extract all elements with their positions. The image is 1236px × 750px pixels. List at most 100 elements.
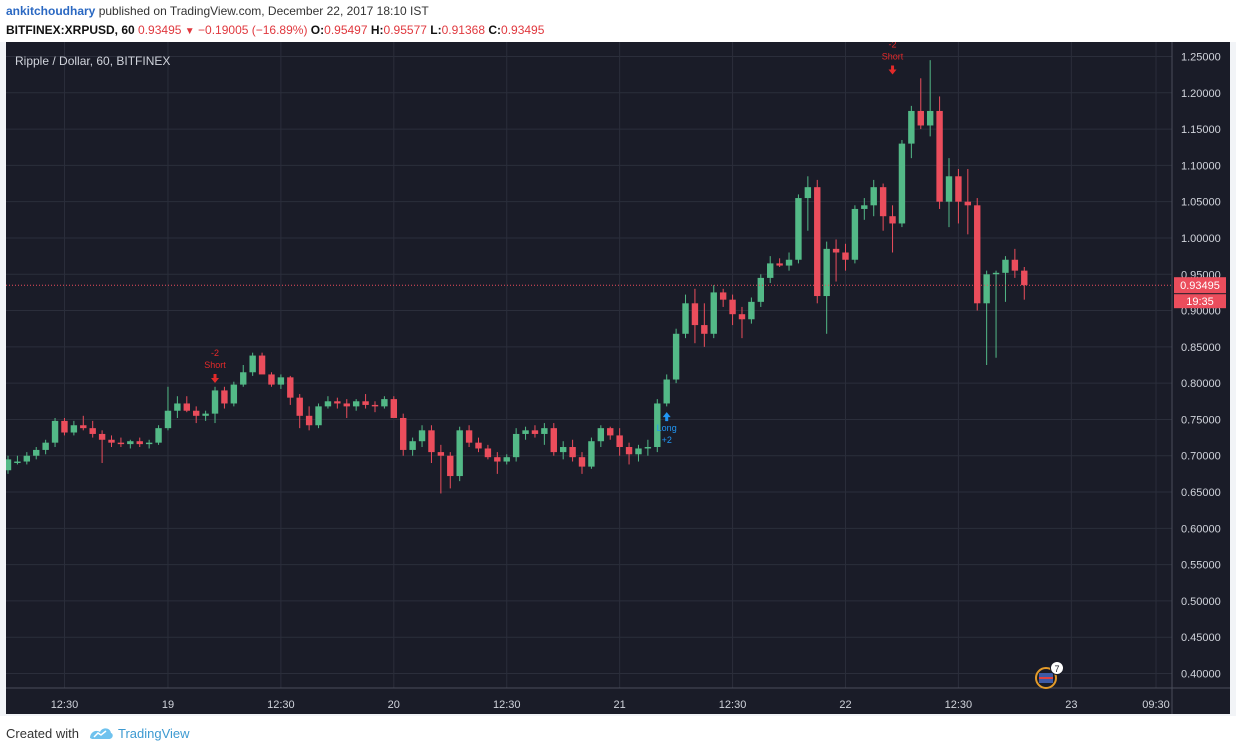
candle-up	[541, 428, 548, 434]
candle-down	[80, 425, 87, 429]
candle-down	[936, 110, 943, 202]
publish-line: ankitchoudhary published on TradingView.…	[6, 4, 429, 18]
candle-down	[719, 292, 727, 300]
candle-up	[757, 277, 764, 302]
footer-brand-link[interactable]: TradingView	[118, 726, 190, 741]
candle-up	[823, 248, 830, 297]
close-label: C:	[488, 23, 502, 37]
change-value: −0.19005 (−16.89%)	[198, 23, 308, 37]
candle-down	[437, 452, 445, 456]
time-tick-label: 12:30	[945, 699, 973, 711]
candle-up	[230, 384, 238, 404]
candle-down	[494, 457, 501, 462]
candle-up	[672, 333, 680, 380]
close-value: 0.93495	[501, 23, 545, 37]
candle-up	[418, 430, 426, 442]
price-tick-label: 1.15000	[1181, 124, 1221, 136]
candle-up	[70, 425, 78, 433]
candle-down	[221, 390, 228, 404]
chart-title: Ripple / Dollar, 60, BITFINEX	[15, 54, 170, 68]
short-arrow-icon	[888, 65, 897, 75]
candle-down	[98, 433, 106, 440]
time-tick-label: 09:30	[1142, 699, 1170, 711]
candle-down	[334, 401, 341, 404]
events-badge[interactable]: 7	[1035, 661, 1064, 689]
time-tick-label: 21	[614, 699, 626, 711]
candle-down	[296, 397, 303, 416]
price-tick-label: 1.25000	[1181, 52, 1221, 64]
candle-down	[371, 404, 379, 407]
time-tick-label: 12:30	[493, 699, 521, 711]
candle-up	[6, 459, 12, 471]
time-tick-label: 20	[388, 699, 400, 711]
down-triangle-icon: ▼	[184, 26, 195, 37]
time-tick-label: 23	[1065, 699, 1077, 711]
candlestick-chart[interactable]: 1.25000 1.20000 1.15000 1.10000 1.05000 1.000…	[6, 42, 1230, 714]
candle-up	[23, 455, 31, 462]
high-label: H:	[370, 23, 384, 37]
high-value: 0.95577	[383, 23, 427, 37]
candle-down	[61, 420, 68, 433]
candle-down	[842, 252, 849, 260]
candle-down	[136, 441, 143, 445]
candle-up	[211, 390, 219, 414]
candle-down	[701, 325, 708, 334]
price-tick-label: 1.20000	[1181, 88, 1221, 100]
candle-down	[776, 263, 783, 266]
candle-down	[362, 401, 369, 405]
candle-up	[710, 292, 717, 334]
author-link[interactable]: ankitchoudhary	[6, 4, 96, 18]
price-tick-label: 1.05000	[1181, 197, 1221, 209]
candle-down	[1021, 270, 1028, 286]
candle-up	[870, 187, 877, 206]
candle-down	[955, 176, 962, 202]
symbol-label: BITFINEX:XRPUSD, 60	[6, 23, 135, 37]
candle-up	[352, 401, 360, 407]
open-value: 0.95497	[324, 23, 368, 37]
candle-down	[889, 216, 896, 224]
price-axis[interactable]: 1.25000 1.20000 1.15000 1.10000 1.05000 1.000…	[1181, 52, 1221, 681]
time-tick-label: 22	[839, 699, 851, 711]
candle-up	[851, 208, 859, 260]
candle-up	[512, 433, 520, 458]
chart-header: ankitchoudhary published on TradingView.…	[0, 0, 1236, 42]
candle-up	[42, 442, 49, 450]
candle-up	[277, 377, 285, 385]
candle-down	[729, 299, 736, 315]
signal-qty: -2	[211, 348, 219, 358]
candle-up	[861, 205, 868, 209]
candle-up	[503, 457, 510, 462]
candle-up	[644, 447, 652, 449]
price-tick-label: 1.00000	[1181, 233, 1221, 245]
candle-down	[305, 415, 313, 426]
events-count: 7	[1054, 664, 1059, 674]
candle-down	[569, 447, 576, 458]
candle-up	[785, 259, 793, 266]
chart-grid	[6, 42, 1172, 688]
open-label: O:	[310, 23, 325, 37]
candle-up	[983, 274, 990, 304]
candle-up	[409, 441, 416, 450]
candle-up	[164, 410, 172, 429]
ohlc-line: BITFINEX:XRPUSD, 60 0.93495 ▼ −0.19005 (…	[6, 23, 544, 37]
long-arrow-icon	[662, 412, 671, 422]
price-tick-label: 0.50000	[1181, 596, 1221, 608]
price-tick-label: 0.40000	[1181, 668, 1221, 680]
candle-down	[89, 428, 96, 434]
price-tick-label: 0.60000	[1181, 523, 1221, 535]
candle-up	[559, 447, 567, 453]
candle-up	[945, 176, 953, 202]
candle-up	[240, 372, 247, 385]
candle-up	[1002, 259, 1009, 273]
candle-down	[447, 455, 454, 477]
candle-down	[400, 417, 407, 450]
candle-down	[879, 187, 887, 217]
candle-up	[767, 263, 774, 278]
candle-up	[908, 110, 915, 144]
flag-icon-stripe	[1039, 677, 1053, 679]
tradingview-logo-icon[interactable]	[88, 724, 114, 742]
chart-background	[6, 42, 1230, 714]
candle-down	[616, 435, 623, 448]
strategy-signals: -2 Short Long +2 -2 Short	[204, 42, 904, 445]
time-axis[interactable]: 12:30 19 12:30 20 12:30 21 12:30 22 12:30 23 09:30	[51, 699, 1170, 711]
